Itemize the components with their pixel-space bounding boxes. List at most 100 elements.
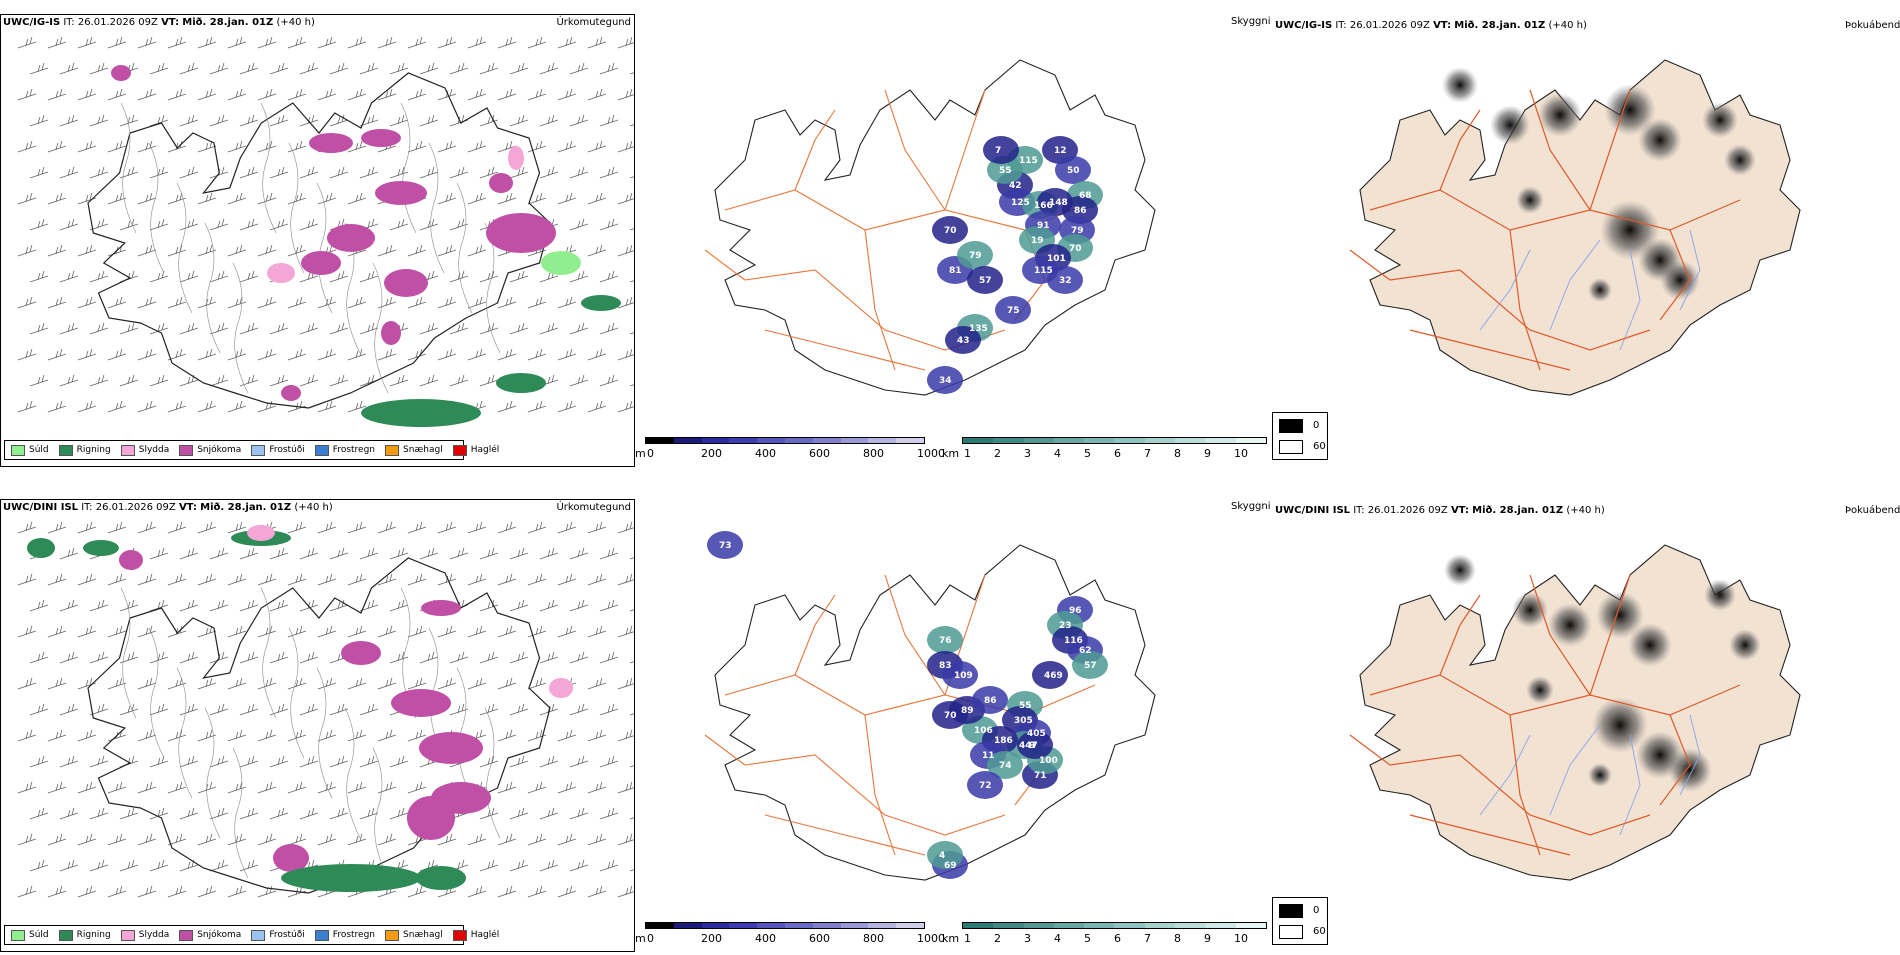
fog-swatch-60 xyxy=(1279,925,1303,939)
legend-item: Slydda xyxy=(120,444,169,456)
visibility-value-label: 62 xyxy=(1079,646,1092,656)
vt-label: VT: xyxy=(1450,505,1469,516)
visibility-value-label: 34 xyxy=(939,376,952,386)
fog-area xyxy=(1512,592,1548,628)
fog-map xyxy=(1349,59,1801,396)
fog-legend: 0 60 xyxy=(1272,897,1328,945)
visibility-area xyxy=(1055,156,1091,184)
visibility-value-label: 69 xyxy=(944,861,957,871)
precip-area-snjókoma xyxy=(375,181,427,205)
legend-label: Frostúði xyxy=(269,445,305,455)
legend-label: Frostregn xyxy=(332,445,376,455)
precip-area-rigning xyxy=(281,864,421,892)
fog-label-0: 0 xyxy=(1313,420,1320,431)
fog-area xyxy=(1516,186,1544,214)
visibility-value-label: 4 xyxy=(939,851,945,861)
legend-item: Rigning xyxy=(58,929,111,941)
panel-header: UWC/DINI ISL IT: 26.01.2026 09Z VT: Mið.… xyxy=(3,502,333,513)
fog-map xyxy=(1349,544,1801,881)
panel-header: UWC/IG-IS IT: 26.01.2026 09Z VT: Mið. 28… xyxy=(3,17,315,28)
legend-label: Súld xyxy=(29,445,49,455)
visibility-value-label: 115 xyxy=(1034,266,1053,276)
legend-swatch xyxy=(11,444,25,456)
visibility-colorbar-km xyxy=(962,437,1267,444)
legend-item: Haglél xyxy=(452,929,500,941)
precip-area-rigning xyxy=(361,399,481,427)
visibility-value-label: 116 xyxy=(1064,636,1083,646)
legend-label: Snjókoma xyxy=(197,445,242,455)
visibility-scale-m: m 0 200 400 600 800 1000 xyxy=(635,922,945,946)
visibility-value-label: 186 xyxy=(994,736,1013,746)
legend-swatch xyxy=(11,929,25,941)
fog-area xyxy=(1596,591,1644,639)
visibility-value-label: 50 xyxy=(1067,166,1080,176)
visibility-value-label: 91 xyxy=(1037,221,1050,231)
precip-area-rigning xyxy=(416,866,466,890)
fog-label-0: 0 xyxy=(1313,905,1320,916)
lead-time: (+40 h) xyxy=(1548,20,1587,31)
precip-area-slydda xyxy=(549,678,573,698)
river-network xyxy=(1479,229,1701,351)
precip-area-snjókoma xyxy=(419,732,483,764)
fog-area xyxy=(1724,144,1756,176)
precip-areas xyxy=(111,65,621,427)
fog-area xyxy=(1668,748,1712,792)
fog-area xyxy=(1704,579,1736,611)
iceland-land xyxy=(1359,59,1801,396)
lead-time: (+40 h) xyxy=(1566,505,1605,516)
visibility-value-label: 32 xyxy=(1059,276,1072,286)
scale-tick-km: 10 xyxy=(1234,932,1248,945)
valid-time: Mið. 28.jan. 01Z xyxy=(200,502,292,513)
visibility-value-label: 12 xyxy=(1054,146,1067,156)
scale-unit-m: m xyxy=(635,447,646,460)
legend-label: Slydda xyxy=(138,930,170,940)
precip-area-snjókoma xyxy=(486,213,556,253)
visibility-value-label: 68 xyxy=(1079,191,1092,201)
fog-swatch-0 xyxy=(1279,419,1303,433)
forecast-row: UWC/DINI ISL IT: 26.01.2026 09Z VT: Mið.… xyxy=(0,485,1900,955)
precip-area-rigning xyxy=(27,538,55,558)
it-label: IT: xyxy=(1335,20,1347,31)
visibility-area xyxy=(1047,266,1083,294)
iceland-coastline xyxy=(714,544,1156,881)
panel-header-fog: UWC/DINI ISL IT: 26.01.2026 09Z VT: Mið.… xyxy=(1275,505,1605,516)
visibility-value-label: 73 xyxy=(719,541,732,551)
precip-area-snjókoma xyxy=(431,782,491,814)
legend-item: Súld xyxy=(11,929,49,941)
scale-tick-m: 800 xyxy=(863,447,884,460)
fog-area xyxy=(1638,118,1682,162)
legend-label: Frostúði xyxy=(269,930,305,940)
precip-area-snjókoma xyxy=(391,689,451,717)
visibility-value-label: 9 xyxy=(1029,741,1035,751)
legend-swatch xyxy=(314,444,329,456)
legend-item: Haglél xyxy=(452,444,499,456)
visibility-area xyxy=(967,266,1003,294)
iceland-coastline xyxy=(714,59,1156,396)
scale-tick-km: 2 xyxy=(994,932,1001,945)
visibility-value-label: 447 xyxy=(1019,741,1038,751)
legend-item: Frostúði xyxy=(251,444,305,456)
it-label: IT: xyxy=(81,502,93,513)
visibility-area xyxy=(995,296,1031,324)
legend-label: Rigning xyxy=(76,445,111,455)
it-label: IT: xyxy=(1353,505,1365,516)
fog-area xyxy=(1538,93,1582,137)
precip-area-snjókoma xyxy=(281,385,301,401)
precip-map xyxy=(17,36,634,427)
scale-tick-m: 1000 xyxy=(917,447,945,460)
visibility-area xyxy=(927,626,963,654)
visibility-value-label: 135 xyxy=(969,324,988,334)
legend-label: Haglél xyxy=(470,930,500,940)
scale-tick-km: 3 xyxy=(1024,932,1031,945)
visibility-area xyxy=(942,661,978,689)
precip-area-súld xyxy=(541,251,581,275)
visibility-value-label: 72 xyxy=(979,781,992,791)
fog-area xyxy=(1592,697,1648,753)
scale-tick-km: 8 xyxy=(1174,932,1181,945)
scale-tick-km: 10 xyxy=(1234,447,1248,460)
visibility-value-label: 115 xyxy=(1019,156,1038,166)
fog-area xyxy=(1526,676,1554,704)
vt-label: VT: xyxy=(1433,20,1452,31)
scale-tick-m: 0 xyxy=(647,447,654,460)
